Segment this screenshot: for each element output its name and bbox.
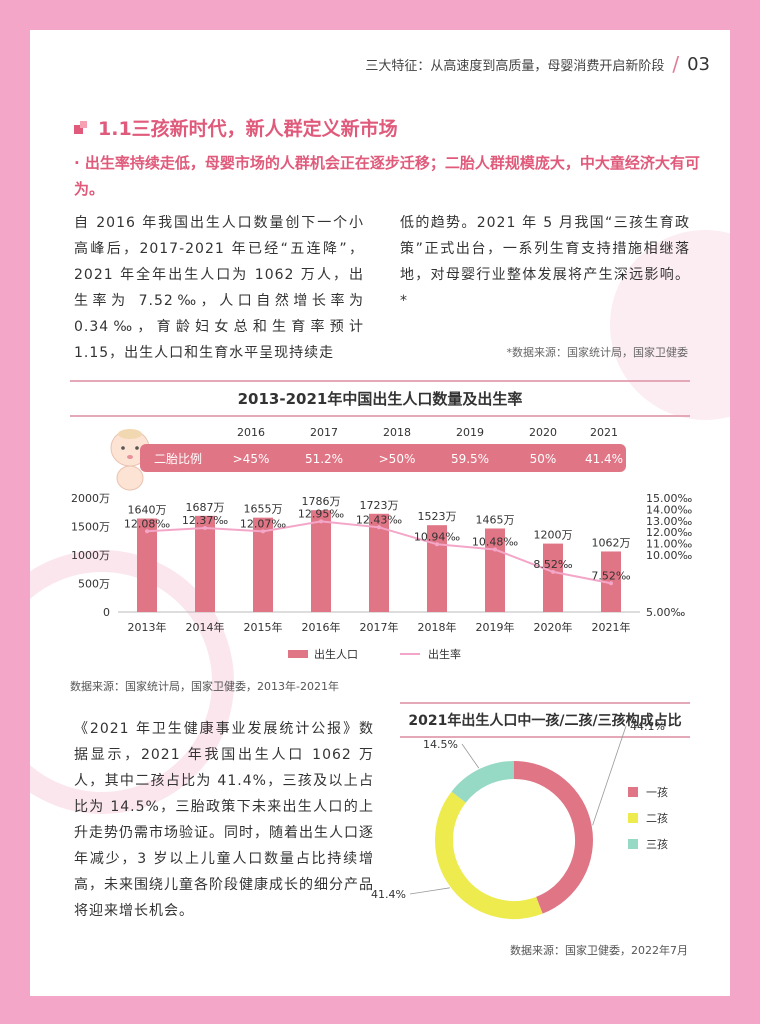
birth-rate-label: 12.43‰ xyxy=(356,513,402,526)
x-tick-label: 2019年 xyxy=(476,620,515,634)
y-right-tick: 11.00‰ xyxy=(646,538,692,551)
bar-2013年 xyxy=(137,518,157,612)
report-page: 三大特征：从高速度到高质量，母婴消费开启新阶段 / 03 1.1三孩新时代，新人… xyxy=(30,30,730,996)
birth-rate-point xyxy=(145,529,149,534)
y-left-tick: 1500万 xyxy=(71,521,110,534)
second-child-year: 2019 xyxy=(456,426,484,439)
intro-paragraph-left: 自 2016 年我国出生人口数量创下一个小高峰后，2017-2021 年已经“五… xyxy=(74,215,364,361)
x-tick-label: 2014年 xyxy=(186,620,225,634)
y-right-tick: 13.00‰ xyxy=(646,515,692,528)
y-left-tick: 500万 xyxy=(78,578,110,591)
y-right-tick: 12.00‰ xyxy=(646,526,692,539)
bar-value-label: 1655万 xyxy=(244,503,283,516)
bar-chart-title: 2013-2021年中国出生人口数量及出生率 xyxy=(70,380,690,417)
section-title: 1.1三孩新时代，新人群定义新市场 xyxy=(74,114,398,141)
y-right-tick: 5.00‰ xyxy=(646,606,685,619)
section-bullet: · 出生率持续走低，母婴市场的人群机会正在逐步迁移；二胎人群规模庞大，中大童经济… xyxy=(74,154,700,198)
birth-rate-label: 8.52‰ xyxy=(533,558,572,571)
second-child-value: 50% xyxy=(530,452,557,466)
second-child-year: 2017 xyxy=(310,426,338,439)
y-left-tick: 0 xyxy=(103,606,110,619)
birth-rate-point xyxy=(319,519,323,524)
bar-value-label: 1465万 xyxy=(476,513,515,526)
birth-rate-point xyxy=(493,547,497,552)
y-right-tick: 14.00‰ xyxy=(646,503,692,516)
x-tick-label: 2018年 xyxy=(418,620,457,634)
bar-2016年 xyxy=(311,510,331,612)
y-right-tick: 15.00‰ xyxy=(646,492,692,505)
analysis-paragraph: 《2021 年卫生健康事业发展统计公报》数据显示，2021 年我国出生人口 10… xyxy=(74,721,374,919)
bar-2020年 xyxy=(543,543,563,612)
birth-rate-point xyxy=(261,529,265,534)
birth-rate-label: 10.48‰ xyxy=(472,536,518,549)
birth-rate-label: 12.95‰ xyxy=(298,507,344,520)
intro-paragraph-right: 低的趋势。2021 年 5 月我国“三孩生育政策”正式出台，一系列生育支持措施相… xyxy=(400,215,690,309)
legend-bar-swatch xyxy=(288,650,308,658)
second-child-year: 2020 xyxy=(529,426,557,439)
second-child-value: >50% xyxy=(379,452,416,466)
y-right-tick: 10.00‰ xyxy=(646,549,692,562)
birth-rate-point xyxy=(551,569,555,574)
bar-value-label: 1786万 xyxy=(302,495,341,508)
bar-2014年 xyxy=(195,515,215,612)
x-tick-label: 2017年 xyxy=(360,620,399,634)
x-tick-label: 2013年 xyxy=(128,620,167,634)
header-title: 三大特征：从高速度到高质量，母婴消费开启新阶段 xyxy=(365,58,665,74)
bar-value-label: 1723万 xyxy=(360,499,399,512)
y-left-tick: 1000万 xyxy=(71,549,110,562)
second-child-value: >45% xyxy=(233,452,270,466)
second-child-label: 二胎比例 xyxy=(154,452,202,466)
second-child-year: 2016 xyxy=(237,426,265,439)
bar-value-label: 1687万 xyxy=(186,501,225,514)
slash-divider: / xyxy=(672,52,680,76)
donut-chart-title: 2021年出生人口中一孩/二孩/三孩构成占比 xyxy=(400,702,690,738)
page-number: 03 xyxy=(687,53,710,75)
birth-rate-label: 12.07‰ xyxy=(240,517,286,530)
bar-value-label: 1640万 xyxy=(128,504,167,517)
bar-2018年 xyxy=(427,525,447,612)
birth-rate-point xyxy=(377,525,381,530)
birth-rate-point xyxy=(435,542,439,547)
legend-bar-label: 出生人口 xyxy=(314,647,358,661)
intro-source: *数据来源：国家统计局，国家卫健委 xyxy=(506,346,689,359)
birth-rate-point xyxy=(203,525,207,530)
birth-rate-label: 12.37‰ xyxy=(182,514,228,527)
square-icon xyxy=(74,120,88,135)
birth-rate-point xyxy=(609,581,613,586)
section-title-text: 1.1三孩新时代，新人群定义新市场 xyxy=(98,118,398,140)
x-tick-label: 2020年 xyxy=(534,620,573,634)
legend-line-label: 出生率 xyxy=(428,647,461,661)
second-child-year: 2018 xyxy=(383,426,411,439)
x-tick-label: 2015年 xyxy=(244,620,283,634)
page-header: 三大特征：从高速度到高质量，母婴消费开启新阶段 / 03 xyxy=(365,52,710,76)
bar-2015年 xyxy=(253,517,273,612)
second-child-value: 59.5% xyxy=(451,452,489,466)
bar-value-label: 1523万 xyxy=(418,510,457,523)
bar-value-label: 1200万 xyxy=(534,529,573,542)
second-child-value: 51.2% xyxy=(305,452,343,466)
birth-rate-label: 7.52‰ xyxy=(591,569,630,582)
birth-rate-label: 12.08‰ xyxy=(124,517,170,530)
second-child-year: 2021 xyxy=(590,426,618,439)
second-child-value: 41.4% xyxy=(585,452,623,466)
x-tick-label: 2016年 xyxy=(302,620,341,634)
y-left-tick: 2000万 xyxy=(71,492,110,505)
bar-value-label: 1062万 xyxy=(592,536,631,549)
bar-line-chart: 二胎比例 2016 2017 2018 2019 2020 2021 >45% 51.2% >… xyxy=(70,426,692,693)
bar-chart-source: 数据来源：国家统计局，国家卫健委，2013年-2021年 xyxy=(70,679,339,693)
bar-2017年 xyxy=(369,513,389,612)
x-tick-label: 2021年 xyxy=(592,620,631,634)
second-child-ratio-bar xyxy=(140,444,626,472)
birth-rate-label: 10.94‰ xyxy=(414,530,460,543)
